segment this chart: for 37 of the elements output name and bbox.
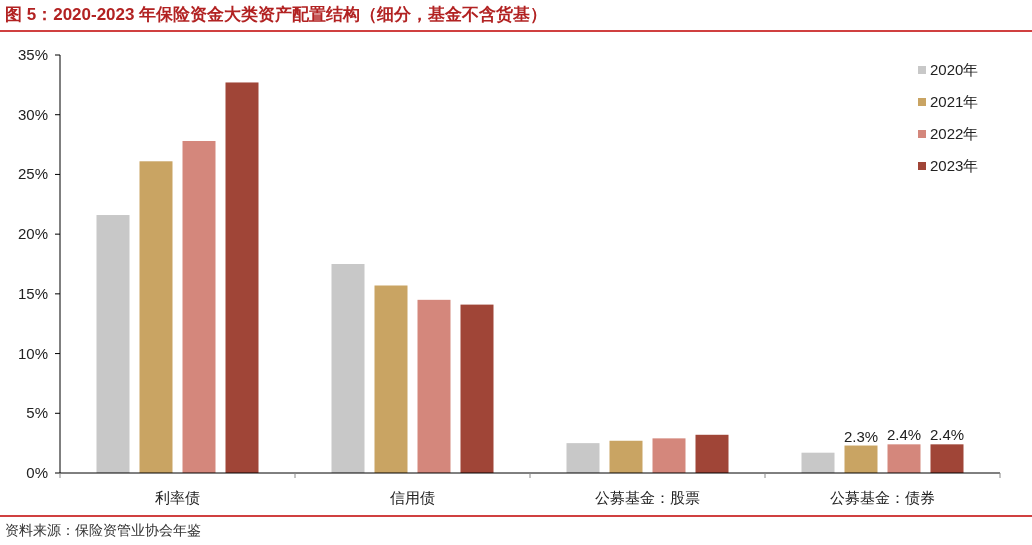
bar: [460, 304, 494, 473]
text: 资料来源：保险资管业协会年鉴: [5, 522, 201, 538]
bar: [844, 445, 878, 473]
legend-label: 2023年: [930, 157, 979, 174]
x-tick-label: 公募基金：股票: [595, 489, 700, 506]
y-tick-label: 25%: [17, 165, 48, 183]
y-tick-label: 35%: [17, 46, 48, 63]
bar: [417, 299, 451, 473]
bar: [374, 285, 408, 473]
legend-label: 2021年: [930, 93, 979, 110]
chart-title: 图 5：2020-2023 年保险资金大类资产配置结构（细分，基金不含货基）: [5, 5, 548, 24]
y-tick-label: 20%: [17, 225, 48, 243]
bar: [609, 440, 643, 473]
y-tick-label: 5%: [26, 404, 48, 422]
data-label: 2.3%: [843, 427, 879, 445]
bar: [182, 140, 216, 473]
bar: [139, 161, 173, 473]
bar: [801, 452, 835, 473]
bar: [930, 444, 964, 473]
x-tick-label: 利率债: [155, 489, 200, 506]
bar: [887, 444, 921, 473]
data-label: 2.4%: [929, 426, 965, 444]
x-tick-label: 信用债: [390, 489, 435, 506]
y-tick-label: 30%: [17, 105, 48, 123]
bar: [566, 443, 600, 473]
legend-label: 2020年: [930, 61, 979, 78]
bar: [96, 215, 130, 473]
bar: [695, 434, 729, 473]
legend-label: 2022年: [930, 125, 979, 142]
bar: [652, 438, 686, 473]
x-tick-label: 公募基金：债券: [830, 489, 935, 506]
bar: [331, 264, 365, 473]
data-label: 2.4%: [886, 426, 922, 444]
y-tick-label: 15%: [17, 284, 48, 302]
bar: [225, 82, 259, 473]
y-tick-label: 0%: [26, 464, 48, 481]
y-tick-label: 10%: [17, 344, 48, 362]
